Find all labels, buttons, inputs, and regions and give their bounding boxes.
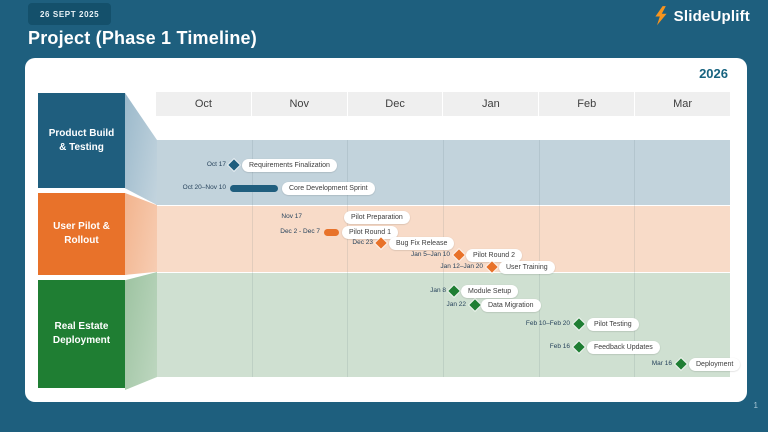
milestone-duration-bar: [230, 184, 278, 192]
date-badge: 26 SEPT 2025: [28, 3, 112, 25]
milestone-date: Dec 2 - Dec 7: [280, 228, 320, 235]
milestone-date: Feb 16: [549, 343, 570, 350]
slideuplift-logo-icon: [653, 6, 669, 27]
milestone-diamond-icon: [486, 261, 498, 273]
milestone-date: Nov 17: [281, 213, 302, 220]
logo: SlideUplift: [653, 6, 750, 27]
milestone-date: Jan 5–Jan 10: [410, 251, 450, 258]
year-label: 2026: [699, 66, 728, 81]
milestone-diamond-icon: [228, 159, 240, 171]
milestone-label: Bug Fix Release: [389, 236, 455, 250]
milestone-label: Pilot Round 1: [342, 225, 399, 239]
milestone-diamond-icon: [375, 237, 387, 249]
month-gridline: [538, 140, 540, 377]
milestone-date: Feb 10–Feb 20: [525, 320, 570, 327]
milestone-date: Mar 16: [651, 360, 672, 367]
connector-real-estate: [125, 272, 157, 390]
milestone-diamond-icon: [573, 341, 585, 353]
page-number: 1: [753, 401, 758, 410]
milestone-diamond-icon: [453, 249, 465, 261]
milestone-duration-bar: [324, 228, 339, 236]
category-real-estate-deployment: Real Estate Deployment: [38, 280, 125, 388]
month-gridline: [347, 140, 349, 377]
logo-text: SlideUplift: [673, 8, 750, 25]
milestone-label: Pilot Round 2: [466, 248, 523, 262]
milestone-label: Deployment: [689, 357, 741, 371]
band-product-build: [156, 140, 730, 205]
milestone-label: Feedback Updates: [587, 340, 660, 354]
milestone-date: Jan 8: [430, 287, 446, 294]
month-cell-oct: Oct: [194, 98, 212, 110]
page-title: Project (Phase 1 Timeline): [28, 28, 257, 48]
month-cell-nov: Nov: [250, 92, 347, 116]
milestone-diamond-icon: [573, 318, 585, 330]
milestone-label: Core Development Sprint: [282, 181, 375, 195]
milestone-date: Oct 17: [206, 161, 226, 168]
month-cell-feb: Feb: [538, 92, 634, 116]
milestone-diamond-icon: [675, 358, 687, 370]
month-gridline: [634, 140, 636, 377]
milestone-label: Requirements Finalization: [242, 158, 337, 172]
milestone-label: Pilot Preparation: [344, 210, 410, 224]
month-cell-jan: Jan: [442, 92, 538, 116]
milestone-date: Jan 12–Jan 20: [440, 263, 483, 270]
month-cell-dec: Dec: [346, 92, 443, 116]
milestone-date: Jan 22: [446, 301, 466, 308]
milestone-label: Data Migration: [481, 298, 541, 312]
category-user-pilot-rollout: User Pilot & Rollout: [38, 193, 125, 275]
milestone-date: Dec 23: [352, 239, 373, 246]
milestone-label: Module Setup: [461, 284, 519, 298]
milestone-diamond-icon: [469, 299, 481, 311]
milestone-label: Pilot Testing: [587, 317, 639, 331]
milestone-label: User Training: [499, 260, 555, 274]
month-cell-mar: Mar: [634, 92, 730, 116]
milestone-diamond-icon: [448, 285, 460, 297]
category-product-build-testing: Product Build & Testing: [38, 93, 125, 188]
month-gridline: [443, 140, 444, 377]
milestone-date: Oct 20–Nov 10: [182, 184, 226, 191]
connector-user-pilot: [125, 193, 157, 275]
month-gridline: [251, 140, 253, 377]
month-axis: Oct Nov Dec Jan Feb Mar: [156, 92, 730, 116]
